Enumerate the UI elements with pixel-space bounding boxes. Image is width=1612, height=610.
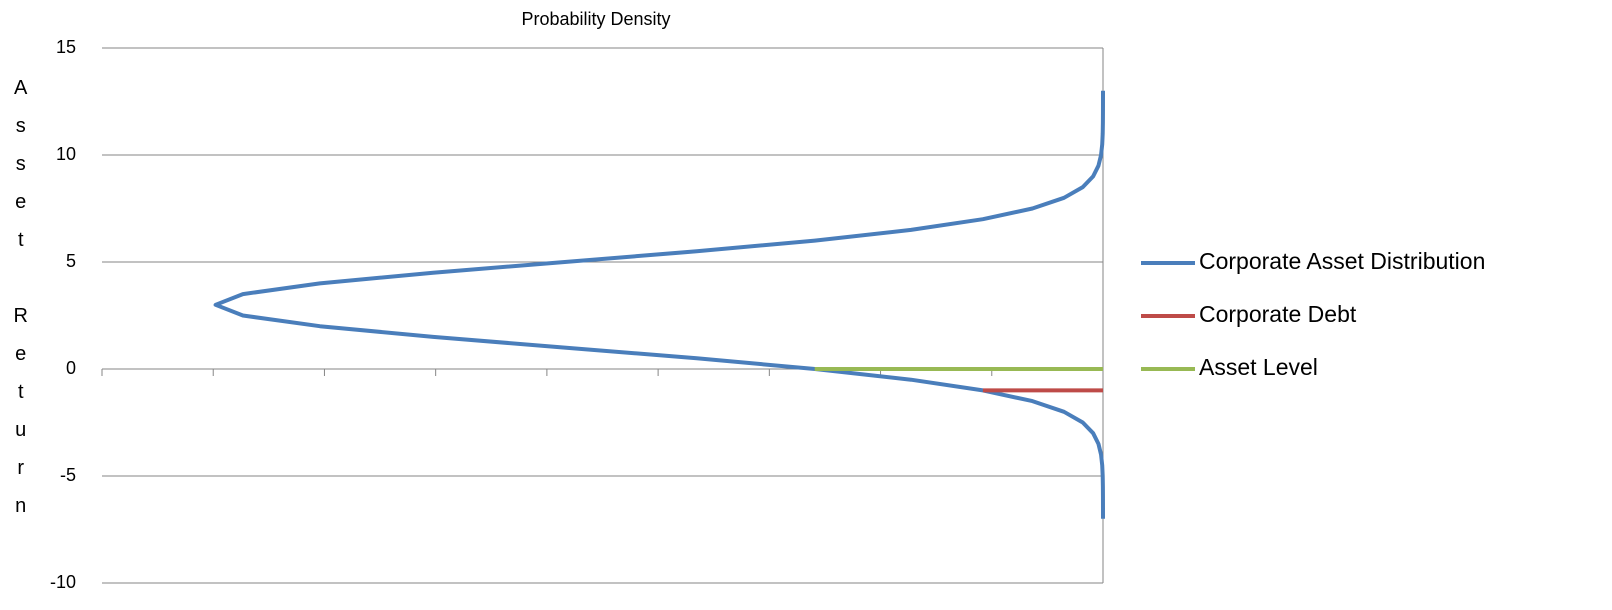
legend-label: Corporate Debt [1199, 301, 1357, 327]
y-axis-title: Asset Return [10, 77, 32, 533]
y-tick-label: -5 [60, 465, 76, 485]
y-tick-label: 10 [56, 144, 76, 164]
y-tick-label: 0 [66, 358, 76, 378]
x-axis-title: Probability Density [521, 9, 670, 29]
y-tick-label: -10 [50, 572, 76, 592]
y-tick-label: 15 [56, 37, 76, 57]
y-tick-label: 5 [66, 251, 76, 271]
series-line [213, 90, 1105, 519]
legend-label: Asset Level [1199, 354, 1318, 380]
legend-label: Corporate Asset Distribution [1199, 248, 1485, 274]
